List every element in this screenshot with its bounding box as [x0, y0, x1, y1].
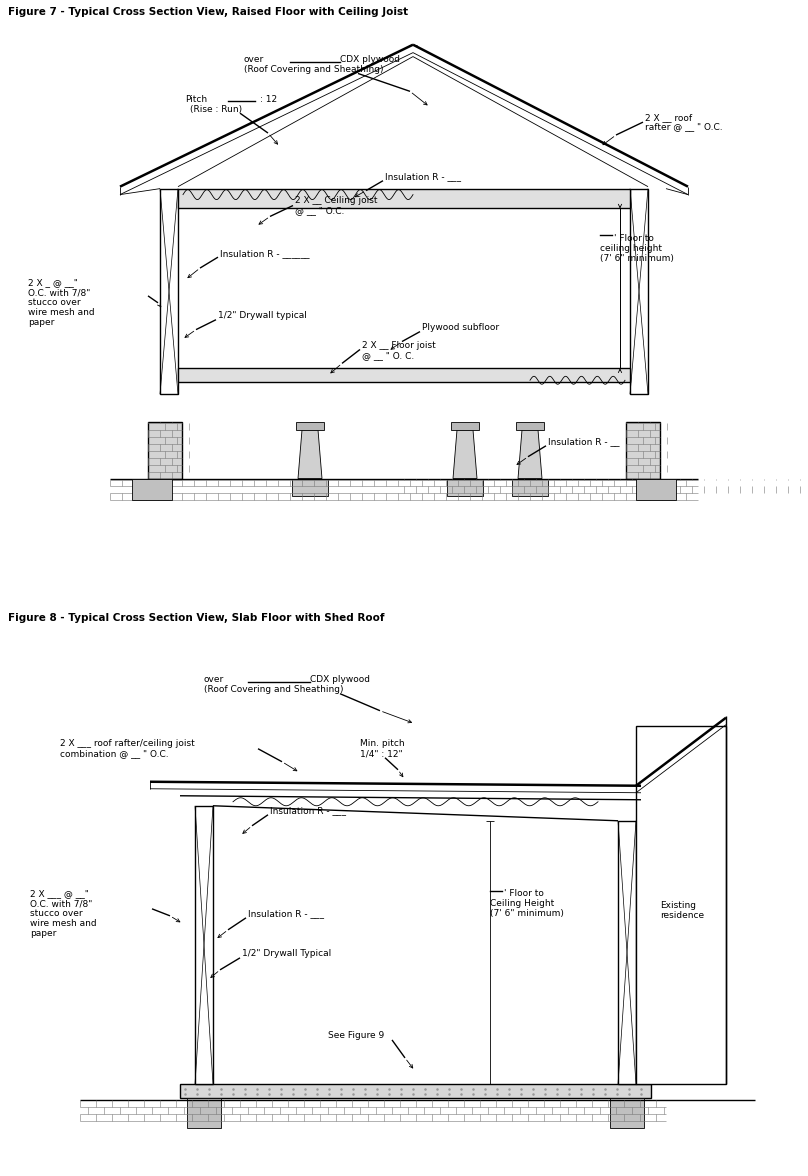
- Text: 1/4" : 12": 1/4" : 12": [360, 749, 402, 759]
- Bar: [618, 821, 636, 1084]
- Bar: [636, 726, 726, 1084]
- Text: Ceiling Height: Ceiling Height: [490, 900, 554, 908]
- Text: stucco over: stucco over: [30, 909, 82, 918]
- Text: (Roof Covering and Sheathing): (Roof Covering and Sheathing): [244, 65, 384, 74]
- Bar: [187, 1098, 221, 1128]
- Text: O.C. with 7/8": O.C. with 7/8": [28, 288, 90, 298]
- Text: Insulation R - ___: Insulation R - ___: [270, 807, 346, 815]
- Text: combination @ __ " O.C.: combination @ __ " O.C.: [60, 749, 169, 759]
- Text: residence: residence: [660, 911, 704, 921]
- Text: stucco over: stucco over: [28, 299, 81, 307]
- Text: Existing: Existing: [660, 901, 696, 910]
- Text: @ __ " O. C.: @ __ " O. C.: [362, 350, 415, 360]
- Text: ceiling height: ceiling height: [600, 243, 662, 253]
- Text: (Roof Covering and Sheathing): (Roof Covering and Sheathing): [204, 686, 343, 694]
- Text: 2 X __ roof: 2 X __ roof: [645, 113, 692, 121]
- Bar: [451, 422, 479, 430]
- Bar: [180, 1084, 651, 1098]
- Text: CDX plywood: CDX plywood: [340, 55, 400, 64]
- Bar: [160, 188, 178, 394]
- Bar: [132, 479, 172, 501]
- Bar: [148, 422, 182, 479]
- Text: ' Floor to: ' Floor to: [614, 234, 654, 242]
- Text: 2 X ___ @ __": 2 X ___ @ __": [30, 889, 89, 898]
- Text: (Rise : Run): (Rise : Run): [190, 105, 242, 114]
- Text: (7' 6" minimum): (7' 6" minimum): [600, 254, 674, 262]
- Text: : 12: : 12: [260, 95, 277, 103]
- Bar: [296, 422, 324, 430]
- Text: Insulation R - ___: Insulation R - ___: [248, 909, 324, 918]
- Text: See Figure 9: See Figure 9: [328, 1031, 385, 1041]
- Text: Plywood subfloor: Plywood subfloor: [422, 323, 499, 332]
- Bar: [195, 806, 213, 1084]
- Polygon shape: [518, 430, 542, 479]
- Bar: [630, 188, 648, 394]
- Text: CDX plywood: CDX plywood: [310, 675, 370, 684]
- Polygon shape: [453, 430, 477, 479]
- Text: over: over: [204, 675, 225, 684]
- Text: 1/2" Drywall typical: 1/2" Drywall typical: [218, 312, 307, 320]
- Bar: [447, 479, 483, 496]
- Bar: [636, 479, 676, 501]
- Text: O.C. with 7/8": O.C. with 7/8": [30, 900, 92, 908]
- Text: wire mesh and: wire mesh and: [30, 920, 97, 928]
- Text: Insulation R - ______: Insulation R - ______: [220, 248, 309, 258]
- Text: (7' 6" minimum): (7' 6" minimum): [490, 909, 564, 918]
- Text: Insulation R - ___: Insulation R - ___: [385, 172, 461, 181]
- Bar: [178, 188, 630, 208]
- Text: Pitch: Pitch: [185, 95, 207, 103]
- Bar: [626, 422, 660, 479]
- Bar: [292, 479, 328, 496]
- Bar: [178, 368, 630, 382]
- Text: 2 X __ Floor joist: 2 X __ Floor joist: [362, 341, 436, 350]
- Text: wire mesh and: wire mesh and: [28, 308, 95, 318]
- Bar: [512, 479, 548, 496]
- Text: Figure 8 - Typical Cross Section View, Slab Floor with Shed Roof: Figure 8 - Typical Cross Section View, S…: [8, 613, 385, 622]
- Text: @ __ " O.C.: @ __ " O.C.: [295, 206, 344, 215]
- Text: paper: paper: [30, 929, 57, 938]
- Text: over: over: [244, 55, 264, 64]
- Text: 2 X _ @ __": 2 X _ @ __": [28, 279, 78, 287]
- Text: Figure 7 - Typical Cross Section View, Raised Floor with Ceiling Joist: Figure 7 - Typical Cross Section View, R…: [8, 7, 408, 16]
- Text: Insulation R - __: Insulation R - __: [548, 437, 620, 447]
- Text: Min. pitch: Min. pitch: [360, 740, 405, 748]
- Text: ' Floor to: ' Floor to: [504, 889, 544, 898]
- Text: 2 X ___ roof rafter/ceiling joist: 2 X ___ roof rafter/ceiling joist: [60, 740, 195, 748]
- Text: rafter @ __ " O.C.: rafter @ __ " O.C.: [645, 122, 722, 132]
- Text: 1/2" Drywall Typical: 1/2" Drywall Typical: [242, 949, 331, 958]
- Text: paper: paper: [28, 319, 54, 327]
- Text: 2 X __ Ceiling joist: 2 X __ Ceiling joist: [295, 196, 377, 205]
- Bar: [610, 1098, 644, 1128]
- Polygon shape: [298, 430, 322, 479]
- Bar: [516, 422, 544, 430]
